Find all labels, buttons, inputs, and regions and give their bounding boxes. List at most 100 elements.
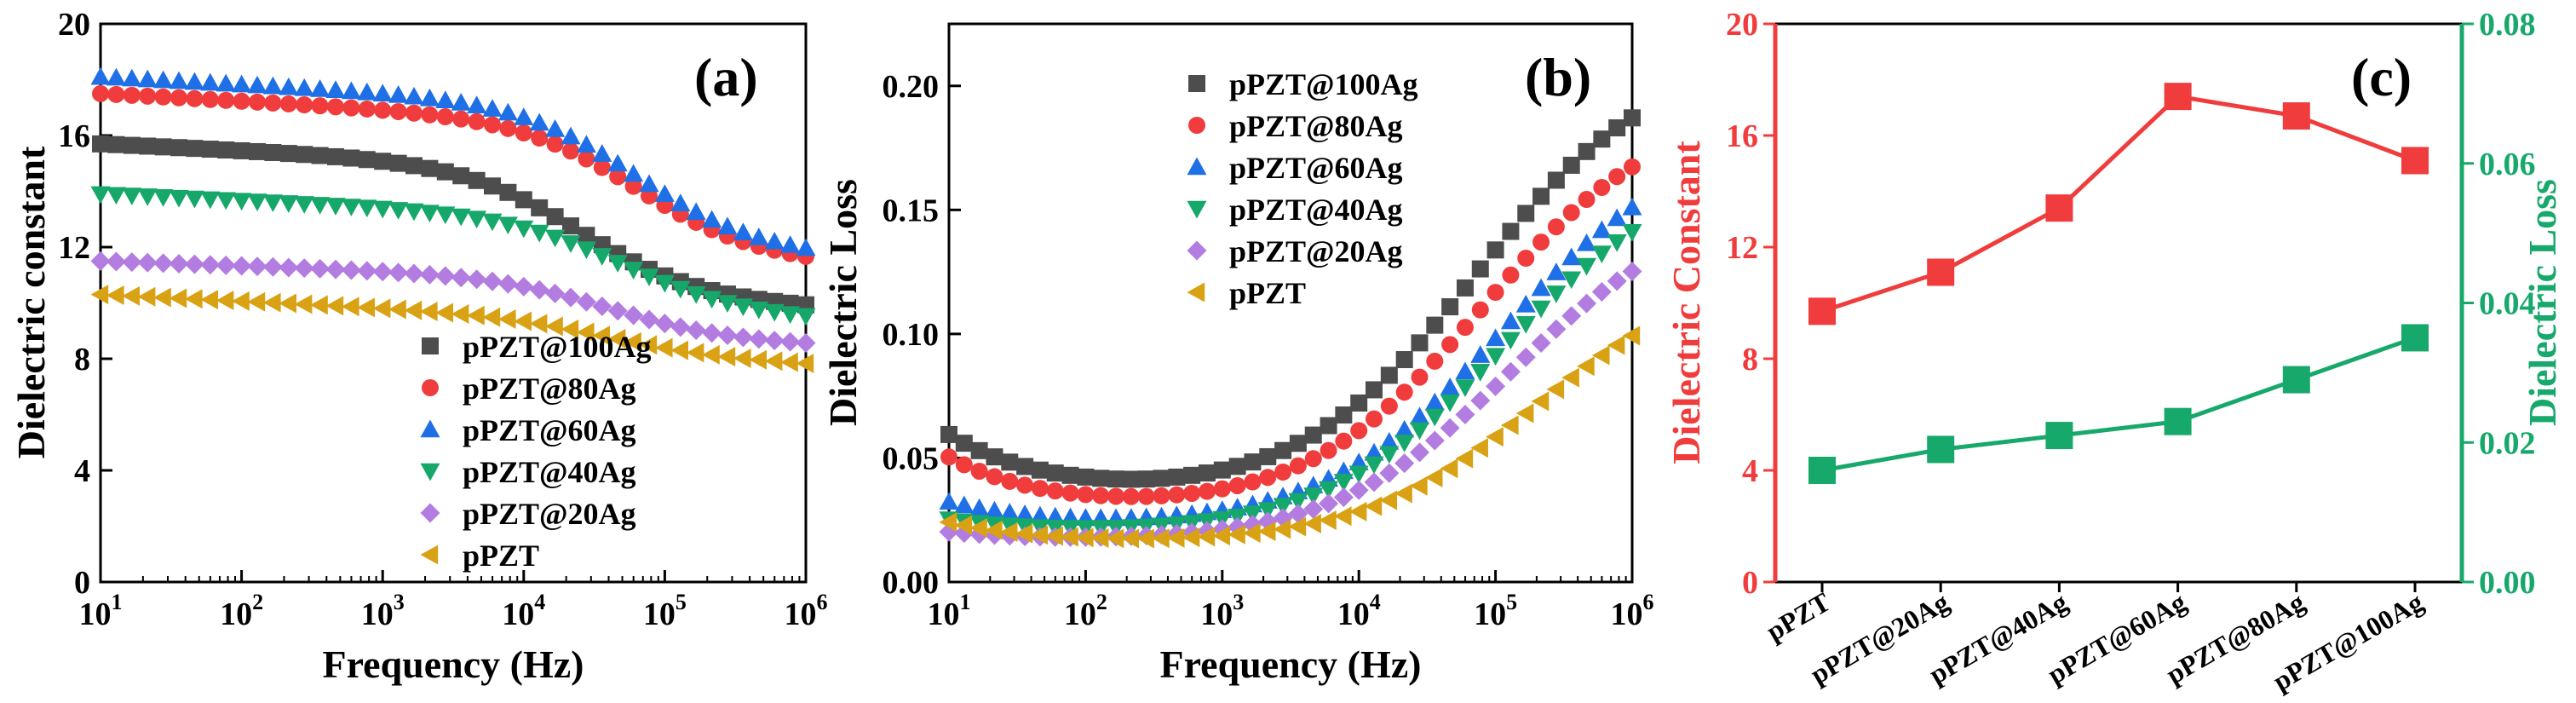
data-point [451, 93, 471, 111]
data-point [1364, 472, 1384, 493]
data-point [531, 199, 549, 216]
data-point [1455, 448, 1474, 469]
data-point [342, 99, 360, 117]
data-point [1061, 466, 1079, 484]
data-point [1259, 447, 1277, 465]
data-point [1137, 470, 1155, 488]
data-point [200, 191, 221, 210]
x-tick-base: 10 [785, 596, 817, 632]
data-point [529, 112, 549, 131]
data-point [1183, 484, 1201, 502]
data-point [1061, 527, 1078, 547]
data-point [1515, 347, 1536, 367]
data-point [764, 303, 785, 322]
legend-label: pPZT@40Ag [1229, 193, 1403, 227]
data-point [1486, 328, 1506, 347]
data-point [1030, 505, 1050, 524]
data-point [1364, 496, 1383, 516]
x-tick-base: 10 [361, 596, 394, 632]
data-point [796, 332, 816, 353]
data-point [1471, 260, 1489, 278]
data-point [92, 135, 109, 153]
data-point [106, 67, 126, 86]
data-point [576, 241, 596, 260]
y-tick-label: 20 [58, 7, 90, 43]
data-point [1532, 187, 1550, 205]
data-point [1228, 458, 1246, 475]
legend-marker [420, 545, 439, 565]
x-tick-base: 10 [1337, 596, 1370, 632]
data-point [1273, 519, 1291, 539]
data-point [1197, 527, 1216, 547]
data-point [499, 183, 517, 201]
data-point [1395, 383, 1413, 401]
data-point [342, 149, 360, 167]
data-point [592, 248, 612, 266]
data-point [467, 95, 487, 113]
data-point [216, 73, 236, 92]
data-point [733, 327, 753, 348]
data-point [1486, 241, 1504, 259]
data-point [749, 228, 769, 245]
data-point [1500, 415, 1519, 435]
data-point [1808, 297, 1836, 326]
data-point [717, 326, 738, 346]
data-point [357, 199, 377, 218]
data-point [1577, 257, 1597, 276]
data-point [1031, 461, 1049, 479]
data-point [482, 213, 503, 232]
data-point [388, 202, 409, 220]
data-point [1577, 356, 1595, 377]
data-point [1578, 191, 1596, 209]
data-point [452, 110, 470, 128]
data-point [404, 300, 423, 320]
data-point [592, 296, 612, 316]
data-point [1001, 472, 1019, 490]
data-point [609, 168, 627, 186]
data-point [1303, 514, 1321, 534]
series-pPZT@80Ag [940, 158, 1641, 505]
data-point [1808, 457, 1836, 484]
data-point [1016, 476, 1034, 494]
right-tick-label: 0.04 [2479, 286, 2536, 322]
data-point [1455, 379, 1475, 398]
data-point [515, 124, 532, 141]
data-point [232, 74, 252, 93]
data-point [1424, 408, 1445, 427]
data-point [1137, 487, 1155, 505]
data-point [1394, 453, 1415, 474]
panel-b-y-axis-title: Dielectric Loss [821, 179, 865, 426]
data-point [1379, 431, 1400, 450]
data-point [249, 142, 266, 160]
series-pPZT@20Ag [90, 251, 816, 353]
data-point [1470, 438, 1488, 458]
data-point [1470, 390, 1491, 411]
x-tick-label: 101 [79, 590, 123, 632]
data-point [764, 231, 785, 250]
data-point [639, 309, 659, 330]
data-point [1440, 458, 1458, 479]
data-point [1364, 456, 1384, 475]
legend-marker [420, 419, 440, 438]
data-point [1166, 527, 1185, 548]
data-point [1441, 336, 1459, 354]
data-point [123, 136, 141, 154]
legend-marker [420, 463, 440, 481]
data-point [499, 119, 517, 137]
data-point [1168, 486, 1186, 504]
data-point [311, 147, 329, 164]
legend-label: pPZT@60Ag [1229, 151, 1403, 185]
panel-c-left-ticks: 0 4 8 12 16 20 [1726, 7, 1775, 601]
data-point [702, 210, 722, 228]
legend-label: pPZT@20Ag [463, 497, 636, 531]
data-point [1228, 476, 1246, 494]
data-point [1320, 441, 1337, 459]
data-point [955, 456, 973, 474]
data-point [482, 99, 503, 117]
data-point [497, 274, 518, 294]
data-point [217, 91, 235, 109]
data-point [468, 171, 486, 189]
data-point [1106, 528, 1124, 549]
data-point [1607, 208, 1627, 227]
data-point [435, 90, 456, 108]
